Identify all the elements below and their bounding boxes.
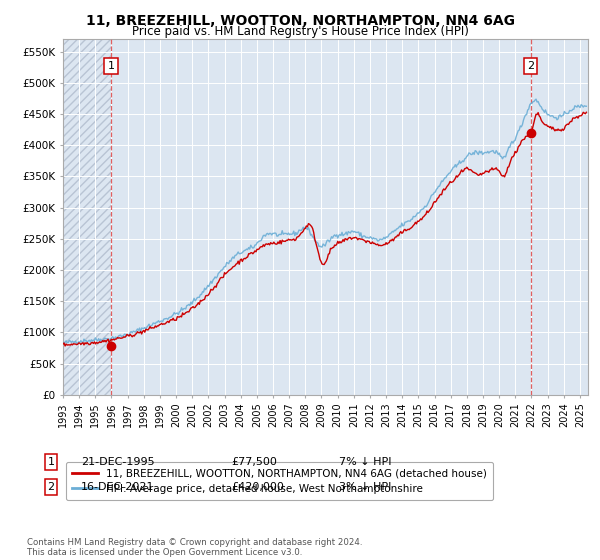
- Text: 11, BREEZEHILL, WOOTTON, NORTHAMPTON, NN4 6AG: 11, BREEZEHILL, WOOTTON, NORTHAMPTON, NN…: [86, 14, 515, 28]
- Text: 2: 2: [527, 61, 535, 71]
- Text: Price paid vs. HM Land Registry's House Price Index (HPI): Price paid vs. HM Land Registry's House …: [131, 25, 469, 38]
- Bar: [63, 39, 111, 395]
- Text: 1: 1: [47, 457, 55, 467]
- Text: £420,000: £420,000: [231, 482, 284, 492]
- Text: 21-DEC-1995: 21-DEC-1995: [81, 457, 155, 467]
- Legend: 11, BREEZEHILL, WOOTTON, NORTHAMPTON, NN4 6AG (detached house), HPI: Average pri: 11, BREEZEHILL, WOOTTON, NORTHAMPTON, NN…: [65, 462, 493, 500]
- Text: £77,500: £77,500: [231, 457, 277, 467]
- Text: 2: 2: [47, 482, 55, 492]
- Text: 3% ↓ HPI: 3% ↓ HPI: [339, 482, 391, 492]
- Text: Contains HM Land Registry data © Crown copyright and database right 2024.
This d: Contains HM Land Registry data © Crown c…: [27, 538, 362, 557]
- Text: 16-DEC-2021: 16-DEC-2021: [81, 482, 155, 492]
- Text: 1: 1: [107, 61, 115, 71]
- Text: 7% ↓ HPI: 7% ↓ HPI: [339, 457, 391, 467]
